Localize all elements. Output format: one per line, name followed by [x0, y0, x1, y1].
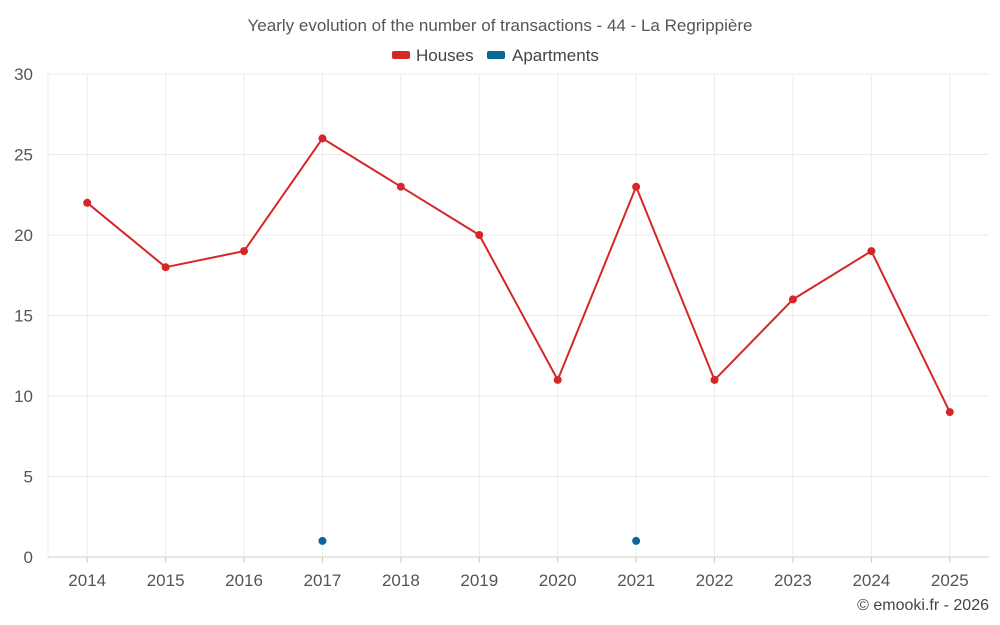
data-point-houses[interactable] — [475, 231, 484, 239]
y-tick-label: 0 — [24, 548, 33, 567]
x-tick-label: 2020 — [539, 571, 577, 590]
x-tick-label: 2017 — [304, 571, 342, 590]
data-point-houses[interactable] — [867, 247, 876, 256]
legend-label-apartments: Apartments — [512, 46, 599, 65]
data-point-houses[interactable] — [553, 375, 562, 384]
data-point-houses[interactable] — [788, 295, 797, 304]
x-tick-label: 2024 — [852, 571, 890, 590]
data-point-apartments[interactable] — [318, 536, 327, 545]
y-tick-label: 25 — [14, 146, 33, 165]
legend-swatch-houses — [392, 51, 410, 59]
y-tick-label: 10 — [14, 387, 33, 406]
series-apartments — [318, 536, 641, 545]
data-point-houses[interactable] — [632, 182, 641, 191]
x-axis: 2014 2015 2016 2017 2018 2019 2020 2021 2022 2023… — [68, 557, 969, 590]
x-tick-label: 2018 — [382, 571, 420, 590]
data-point-houses[interactable] — [396, 182, 405, 191]
y-tick-label: 5 — [24, 468, 33, 487]
data-point-apartments[interactable] — [632, 536, 641, 545]
x-tick-label: 2025 — [931, 571, 969, 590]
legend-item-apartments[interactable]: Apartments — [487, 46, 599, 65]
grid — [47, 73, 989, 558]
series-layer — [83, 134, 954, 545]
data-point-houses[interactable] — [240, 247, 249, 256]
x-tick-label: 2019 — [460, 571, 498, 590]
series-houses — [83, 134, 954, 417]
y-tick-label: 15 — [14, 307, 33, 326]
credit-text: © emooki.fr - 2026 — [857, 597, 989, 614]
data-point-houses[interactable] — [161, 263, 170, 272]
data-point-houses[interactable] — [710, 375, 719, 384]
chart-title: Yearly evolution of the number of transa… — [248, 16, 753, 35]
x-tick-label: 2016 — [225, 571, 263, 590]
y-axis: 0 5 10 15 20 25 30 — [14, 65, 33, 567]
x-tick-label: 2023 — [774, 571, 812, 590]
series-line-houses — [86, 137, 951, 413]
data-point-houses[interactable] — [83, 198, 92, 207]
legend-label-houses: Houses — [416, 46, 474, 65]
y-tick-label: 30 — [14, 65, 33, 84]
legend-swatch-apartments — [487, 51, 505, 59]
y-tick-label: 20 — [14, 226, 33, 245]
legend-item-houses[interactable]: Houses — [392, 46, 474, 65]
x-tick-label: 2021 — [617, 571, 655, 590]
x-tick-label: 2022 — [696, 571, 734, 590]
x-tick-label: 2015 — [147, 571, 185, 590]
data-point-houses[interactable] — [945, 408, 954, 417]
legend: Houses Apartments — [392, 46, 599, 65]
x-tick-label: 2014 — [68, 571, 106, 590]
data-point-houses[interactable] — [318, 134, 327, 143]
